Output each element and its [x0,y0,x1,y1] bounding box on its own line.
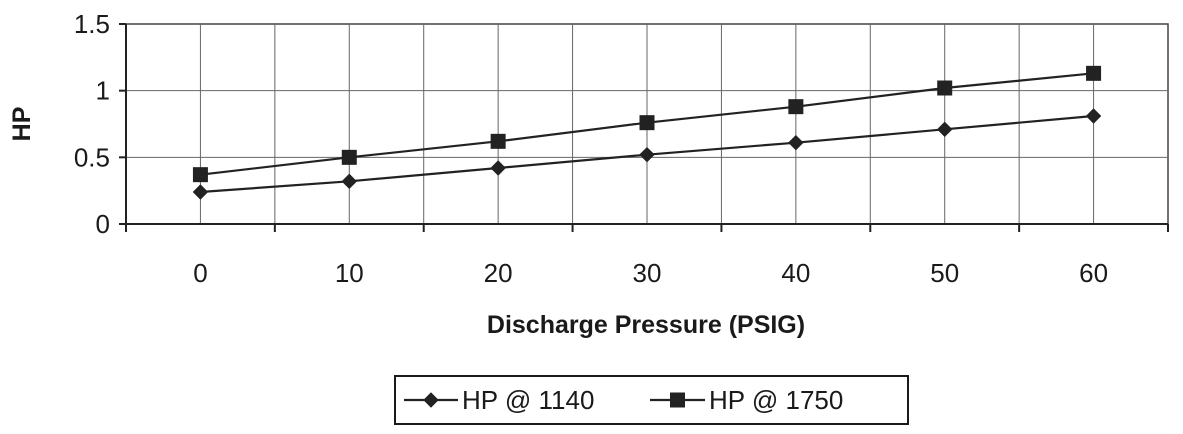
axes-layer: 0 0.5 1 1.5 0 10 20 30 40 50 60 [74,9,1169,288]
data-point-hp-1140 [1085,108,1102,124]
x-tick-label: 0 [193,258,207,288]
x-tick-label: 10 [335,258,364,288]
x-tick-label: 20 [484,258,513,288]
data-point-hp-1750 [192,167,208,183]
legend-marker-hp-1140 [423,392,439,408]
data-point-hp-1750 [937,80,953,96]
data-point-hp-1750 [1086,65,1102,81]
legend-marker-hp-1750 [670,392,685,408]
y-tick-label: 1.5 [74,9,110,39]
data-point-hp-1750 [788,99,804,115]
data-point-hp-1140 [639,146,655,163]
x-tick-label: 40 [781,258,810,288]
data-point-hp-1140 [937,121,953,138]
data-point-hp-1140 [192,184,209,200]
y-tick-label: 0 [96,209,110,239]
data-point-hp-1750 [490,133,506,149]
x-tick-label: 50 [930,258,959,288]
data-point-hp-1750 [639,115,655,131]
y-tick-label: 0.5 [74,142,110,172]
y-axis-title: HP [8,107,36,142]
legend: HP @ 1140 HP @ 1750 [394,375,909,425]
data-point-hp-1140 [788,134,804,151]
x-axis-title: Discharge Pressure (PSIG) [487,311,805,339]
x-tick-label: 30 [633,258,662,288]
legend-items: HP @ 1140 HP @ 1750 [404,385,843,415]
data-point-hp-1140 [341,173,357,190]
legend-label-hp-1750: HP @ 1750 [709,385,843,415]
data-point-hp-1140 [490,160,506,176]
data-point-hp-1750 [341,149,357,165]
x-tick-label: 60 [1079,258,1108,288]
series-layer [192,65,1102,200]
legend-label-hp-1140: HP @ 1140 [462,385,594,415]
y-tick-label: 1 [96,76,110,106]
